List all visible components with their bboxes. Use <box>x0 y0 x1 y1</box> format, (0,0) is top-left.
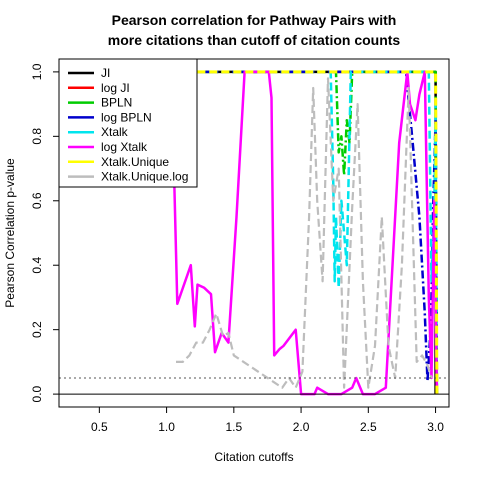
y-axis: 0.0 0.2 0.4 0.6 0.8 1.0 <box>30 63 59 402</box>
legend-label-xtalk: Xtalk <box>101 125 129 139</box>
chart-title-line-2: more citations than cutoff of citation c… <box>108 32 401 48</box>
plot-frame <box>58 58 450 408</box>
x-tick-label: 2.5 <box>360 420 377 434</box>
legend-item-log-bpln: log BPLN <box>68 110 152 124</box>
series-line-xtalk-unique-log <box>176 77 433 389</box>
legend-item-log-ji: log JI <box>68 81 130 95</box>
chart-title-line-1: Pearson correlation for Pathway Pairs wi… <box>112 12 397 28</box>
legend-item-xtalk: Xtalk <box>68 125 129 139</box>
y-tick-label: 0.0 <box>30 385 44 402</box>
y-tick-label: 1.0 <box>30 63 44 80</box>
series-layer <box>172 70 439 396</box>
legend-box <box>58 58 198 188</box>
legend-label-ji: JI <box>101 66 110 80</box>
x-axis-label: Citation cutoffs <box>214 450 293 464</box>
reference-lines <box>59 377 449 395</box>
legend-item-xtalk-unique: Xtalk.Unique <box>68 155 169 169</box>
y-tick-label: 0.2 <box>30 321 44 338</box>
legend-item-bpln: BPLN <box>68 96 132 110</box>
x-tick-label: 0.5 <box>91 420 108 434</box>
y-tick-label: 0.6 <box>30 192 44 209</box>
y-axis-label: Pearson Correlation p-value <box>3 158 17 308</box>
legend-item-xtalk-unique-log: Xtalk.Unique.log <box>68 170 188 184</box>
x-axis: 0.5 1.0 1.5 2.0 2.5 3.0 <box>91 407 444 434</box>
x-tick-label: 1.5 <box>225 420 242 434</box>
x-tick-label: 3.0 <box>427 420 444 434</box>
y-tick-label: 0.8 <box>30 128 44 145</box>
legend-label-xtalk-unique: Xtalk.Unique <box>101 155 169 169</box>
legend-item-ji: JI <box>68 66 110 80</box>
legend-label-log-ji: log JI <box>101 81 130 95</box>
x-tick-label: 1.0 <box>158 420 175 434</box>
legend-label-xtalk-unique-log: Xtalk.Unique.log <box>101 170 188 184</box>
y-tick-label: 0.4 <box>30 257 44 274</box>
legend-label-log-bpln: log BPLN <box>101 110 152 124</box>
series-line-xtalk-unique <box>173 70 439 395</box>
legend-label-bpln: BPLN <box>101 96 132 110</box>
legend-label-log-xtalk: log Xtalk <box>101 140 148 154</box>
x-tick-label: 2.0 <box>293 420 310 434</box>
series-line-bpln <box>173 70 439 395</box>
legend-item-log-xtalk: log Xtalk <box>68 140 148 154</box>
